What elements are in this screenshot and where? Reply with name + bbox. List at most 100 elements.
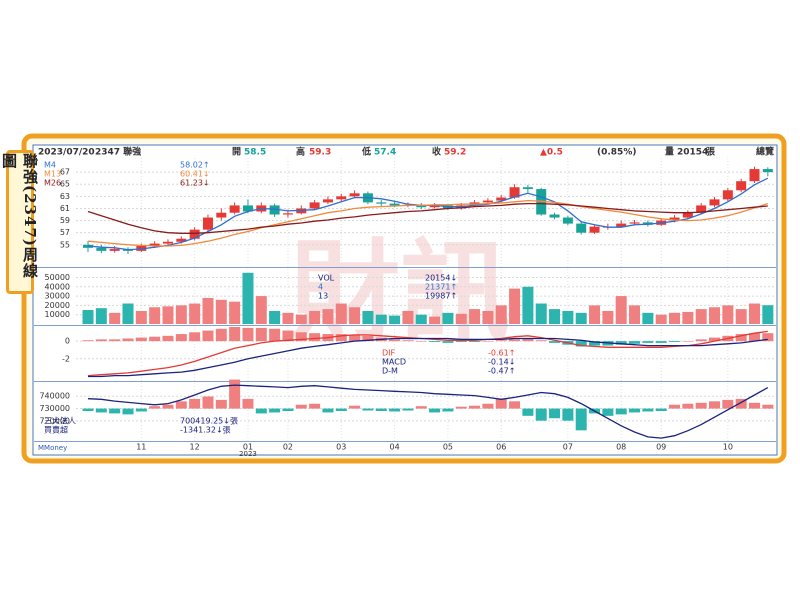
y-tick-label: -2 bbox=[62, 354, 70, 363]
candle-body bbox=[669, 217, 680, 221]
bar bbox=[629, 408, 641, 413]
header-item: 開 bbox=[232, 147, 241, 158]
candle-body bbox=[429, 205, 440, 208]
x-tick-label: 07 bbox=[563, 443, 573, 452]
bar bbox=[202, 330, 214, 342]
bar bbox=[82, 408, 94, 411]
bar bbox=[589, 341, 601, 346]
candle-body bbox=[96, 247, 107, 251]
volume-bar bbox=[362, 310, 374, 324]
candle-body bbox=[736, 181, 747, 191]
legend-value: 20154↓ bbox=[425, 274, 457, 283]
bar bbox=[109, 408, 121, 414]
bar bbox=[335, 334, 347, 342]
bar bbox=[255, 408, 267, 414]
volume-bar bbox=[522, 286, 534, 324]
bar bbox=[162, 335, 174, 342]
legend-name: DIF bbox=[382, 349, 396, 358]
bar bbox=[362, 335, 374, 342]
volume-bar bbox=[202, 297, 214, 324]
legend-value: -0.61↑ bbox=[488, 349, 515, 358]
candle-body bbox=[109, 249, 120, 251]
x-tick-label: 12 bbox=[190, 443, 200, 452]
bar bbox=[269, 328, 281, 342]
bar bbox=[455, 406, 467, 409]
legend-value: 700419.25↓張 bbox=[180, 417, 238, 426]
legend-value: 19987↑ bbox=[425, 292, 457, 301]
bar bbox=[482, 341, 494, 342]
volume-bar bbox=[282, 312, 294, 324]
bar bbox=[335, 408, 347, 411]
header-item: 59.2 bbox=[444, 148, 466, 158]
bar bbox=[349, 405, 361, 409]
bar bbox=[575, 341, 587, 347]
bar bbox=[175, 401, 187, 409]
volume-bar bbox=[349, 307, 361, 324]
candle-body bbox=[482, 200, 493, 203]
bar bbox=[682, 403, 694, 409]
y-tick-label: 63 bbox=[60, 192, 70, 201]
y-tick-label: 40000 bbox=[45, 282, 70, 291]
header-item: 2347 聯強 bbox=[95, 146, 141, 158]
candle-body bbox=[269, 205, 280, 215]
bar bbox=[469, 405, 481, 409]
bar bbox=[255, 327, 267, 342]
bar bbox=[482, 403, 494, 409]
y-tick-label: 55 bbox=[60, 240, 70, 249]
legend-value: 21371↑ bbox=[425, 283, 457, 292]
legend-value: 61.23↓ bbox=[180, 179, 210, 188]
bar bbox=[295, 332, 307, 342]
side-title: 聯強(2347)周線圖 bbox=[0, 150, 39, 294]
volume-bar bbox=[122, 303, 134, 324]
y-tick-label: 720000 bbox=[39, 416, 70, 425]
bar bbox=[735, 398, 747, 409]
volume-bar bbox=[509, 288, 521, 324]
candle-body bbox=[522, 187, 533, 190]
bar bbox=[522, 338, 534, 342]
bar bbox=[549, 341, 561, 343]
candle-body bbox=[722, 190, 733, 200]
bar bbox=[495, 398, 507, 409]
candle-body bbox=[762, 169, 773, 173]
x-tick-label: 11 bbox=[136, 443, 146, 452]
volume-bar bbox=[682, 311, 694, 324]
candle-body bbox=[682, 212, 693, 218]
bar bbox=[375, 408, 387, 411]
volume-bar bbox=[669, 312, 681, 324]
volume-bar bbox=[709, 307, 721, 324]
volume-bar bbox=[642, 312, 654, 324]
bar bbox=[82, 340, 94, 342]
bar bbox=[429, 341, 441, 343]
x-tick-label: 03 bbox=[336, 443, 346, 452]
y-tick-label: 740000 bbox=[39, 392, 70, 401]
bar bbox=[389, 339, 401, 342]
bar bbox=[429, 408, 441, 413]
volume-bar bbox=[295, 314, 307, 324]
bar bbox=[215, 328, 227, 342]
candle-body bbox=[216, 212, 227, 218]
x-tick-label: 06 bbox=[496, 443, 506, 452]
header-item: 20154 bbox=[677, 148, 708, 158]
bar bbox=[469, 341, 481, 343]
bar bbox=[349, 334, 361, 342]
bar bbox=[642, 408, 654, 412]
header-item: 58.5 bbox=[244, 148, 266, 158]
volume-bar bbox=[242, 272, 254, 324]
legend-value: -0.14↓ bbox=[488, 358, 515, 367]
candle-body bbox=[309, 202, 320, 209]
bar bbox=[402, 340, 414, 342]
legend-value: 60.41↓ bbox=[180, 170, 210, 179]
bar bbox=[109, 339, 121, 342]
bar bbox=[722, 399, 734, 409]
bar bbox=[149, 406, 161, 409]
candle-body bbox=[576, 223, 587, 233]
volume-bar bbox=[269, 310, 281, 324]
legend-name: 三大法人 bbox=[44, 416, 76, 426]
candle-body bbox=[496, 197, 507, 201]
bar bbox=[415, 341, 427, 342]
bar bbox=[282, 330, 294, 342]
volume-bar bbox=[575, 312, 587, 324]
header-item: 高 bbox=[296, 146, 305, 158]
